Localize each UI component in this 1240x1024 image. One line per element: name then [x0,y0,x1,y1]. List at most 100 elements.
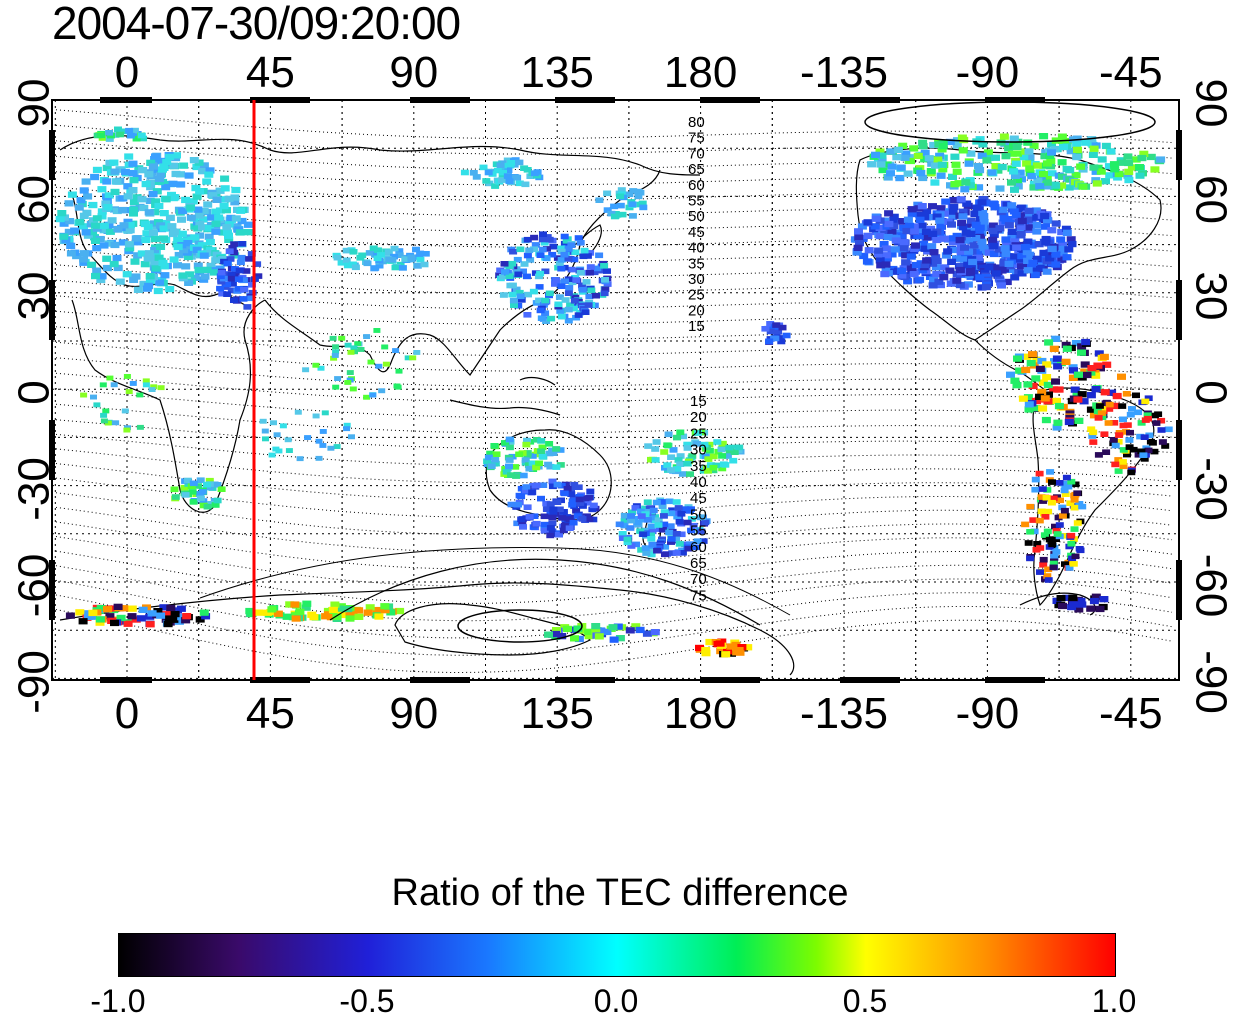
tec-cell [994,246,1004,253]
tec-cell [1030,271,1040,278]
tec-cell [1111,461,1120,468]
tec-cell [97,186,107,193]
tec-cell [1073,520,1082,526]
magnetic-latitude-label: 45 [690,490,707,507]
tec-cell [1070,497,1079,503]
tec-cell [105,130,114,136]
tec-cell [613,623,623,630]
tec-cell [331,353,339,358]
tec-cell [552,446,561,452]
tec-cell [1077,391,1087,398]
magnetic-latitude-label: 20 [688,302,705,319]
tec-cell [202,266,212,273]
tec-cell [354,341,362,347]
tec-cell [730,449,739,455]
tec-cell [1043,217,1052,224]
tec-cell [96,605,106,612]
tec-cell [1049,386,1059,393]
tec-cell [557,245,566,252]
tec-cell [1039,170,1048,178]
tec-cell [561,278,569,284]
tec-cell [1042,374,1052,381]
tec-cell [890,246,900,253]
tec-cell [857,223,867,230]
tec-cell [189,499,198,505]
tec-cell [889,216,899,224]
tec-cell [1082,371,1092,379]
tec-cell [83,613,93,620]
tec-cell [1070,504,1079,511]
tec-cell [173,243,183,251]
tec-cell [896,232,906,239]
magnetic-latitude-label: 60 [690,539,707,556]
tec-cell [689,522,698,529]
tec-cell [493,167,502,174]
tec-cell [544,631,553,638]
tec-cell [565,525,574,531]
tec-cell [1005,266,1014,273]
tec-cell [1152,420,1161,426]
tec-cell [1100,389,1110,396]
tec-cell [220,175,230,182]
tec-cell [618,535,627,541]
tec-cell [491,457,500,463]
tec-cell [1022,353,1032,360]
tec-cell [1023,257,1033,264]
tec-cell [123,193,133,200]
tec-cell [1061,225,1071,232]
tec-cell [578,516,587,522]
tec-cell [231,271,240,278]
tec-cell [672,531,681,537]
tec-cell [587,287,596,294]
tec-cell [1131,156,1141,163]
tec-cell [205,477,214,484]
tec-cell [1093,362,1103,369]
tec-cell [1035,183,1045,190]
tec-cell [1068,374,1078,381]
tec-cell [1092,180,1102,187]
tec-cell [564,306,573,313]
tec-cell [623,536,632,543]
latitude-tick-label: -60 [1186,554,1235,618]
tec-cell [620,518,629,524]
tec-cell [113,264,123,272]
tec-cell [584,632,594,640]
tec-cell [363,260,372,267]
tec-cell [513,520,522,527]
tec-cell [663,442,672,448]
tec-cell [181,196,191,204]
tec-cell [243,221,253,228]
tec-cell [530,246,538,252]
longitude-tick-label: -45 [1099,48,1163,97]
tec-cell [1012,244,1022,251]
tec-cell [112,178,122,185]
tec-cell [537,438,546,444]
latitude-tick-label: 30 [10,272,59,321]
tec-cell [128,187,138,194]
tec-cell [1062,474,1071,481]
tec-cell [192,246,202,253]
tec-cell [171,170,181,178]
tec-cell [315,438,323,444]
tec-cell [918,139,928,146]
tec-cell [88,201,98,209]
tec-cell [974,184,984,191]
tec-cell [1089,145,1099,152]
tec-cell [95,235,105,243]
tec-cell [511,464,520,470]
tec-cell [603,268,611,274]
tec-cell [1004,145,1014,152]
tec-cell [1067,478,1076,485]
tec-cell [909,223,919,230]
tec-cell [675,541,684,547]
tec-cell [557,248,566,255]
tec-cell [777,338,786,345]
tec-cell [876,262,886,269]
tec-cell [1101,142,1111,150]
tec-cell [1025,165,1035,172]
tec-cell [929,249,939,256]
tec-cell [776,335,785,341]
tec-cell [697,528,706,535]
tec-cell [261,428,269,434]
tec-cell [576,500,585,506]
